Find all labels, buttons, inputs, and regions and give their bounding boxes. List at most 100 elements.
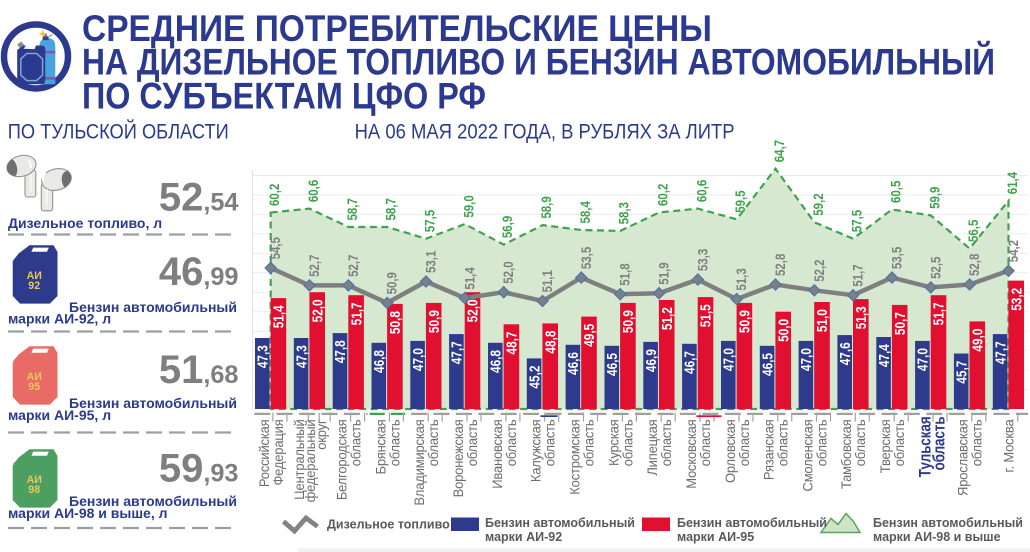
svg-text:47,0: 47,0	[798, 348, 814, 371]
svg-text:51,0: 51,0	[814, 309, 830, 332]
svg-text:60,6: 60,6	[693, 180, 709, 202]
svg-text:52,2: 52,2	[811, 259, 827, 281]
svg-text:область: область	[698, 419, 713, 466]
svg-text:64,7: 64,7	[771, 140, 787, 162]
svg-text:область: область	[930, 417, 948, 471]
svg-text:г. Москва: г. Москва	[1001, 419, 1016, 473]
svg-text:марки АИ-95, л: марки АИ-95, л	[8, 407, 111, 423]
svg-text:53,2: 53,2	[1008, 288, 1024, 311]
svg-text:50,7: 50,7	[892, 312, 908, 335]
svg-text:51,4: 51,4	[461, 266, 477, 289]
svg-text:46,5: 46,5	[759, 353, 775, 376]
svg-text:59,9: 59,9	[926, 187, 942, 209]
svg-text:АИ: АИ	[27, 270, 42, 282]
svg-text:51,1: 51,1	[539, 270, 555, 292]
svg-text:Курская: Курская	[606, 419, 621, 466]
svg-text:47,0: 47,0	[720, 348, 736, 371]
svg-text:54,2: 54,2	[1005, 240, 1021, 262]
svg-text:Ивановская: Ивановская	[490, 419, 505, 488]
svg-text:59,5: 59,5	[732, 190, 748, 212]
svg-text:Бензин автомобильный: Бензин автомобильный	[69, 493, 237, 509]
svg-text:Липецкая: Липецкая	[645, 419, 660, 475]
svg-text:СРЕДНИЕ ПОТРЕБИТЕЛЬСКИЕ ЦЕНЫ: СРЕДНИЕ ПОТРЕБИТЕЛЬСКИЕ ЦЕНЫ	[82, 8, 712, 49]
svg-text:58,7: 58,7	[383, 198, 399, 220]
svg-text:51,9: 51,9	[655, 262, 671, 284]
svg-text:47,0: 47,0	[914, 348, 930, 371]
svg-text:61,4: 61,4	[1004, 171, 1020, 194]
svg-text:46,8: 46,8	[487, 350, 503, 373]
svg-text:Тверская: Тверская	[878, 419, 893, 473]
svg-text:46,7: 46,7	[681, 351, 697, 374]
svg-text:область: область	[504, 419, 519, 466]
svg-text:49,0: 49,0	[969, 329, 985, 352]
svg-text:Бензин автомобильный: Бензин автомобильный	[69, 395, 237, 411]
svg-text:59,2: 59,2	[810, 193, 826, 215]
svg-text:АИ: АИ	[27, 474, 42, 486]
svg-text:50,9: 50,9	[426, 310, 442, 333]
svg-text:51,7: 51,7	[348, 302, 364, 325]
svg-text:51,4: 51,4	[270, 305, 286, 329]
svg-text:58,9: 58,9	[538, 196, 554, 218]
svg-text:область: область	[814, 419, 829, 466]
svg-text:60,6: 60,6	[305, 180, 321, 202]
svg-text:область: область	[465, 419, 480, 466]
svg-text:95: 95	[28, 381, 40, 393]
svg-text:марки АИ-98 и выше: марки АИ-98 и выше	[873, 530, 1001, 544]
svg-text:57,5: 57,5	[848, 210, 864, 232]
svg-text:52,8: 52,8	[966, 254, 982, 276]
svg-text:область: область	[892, 419, 907, 466]
svg-text:52,5: 52,5	[927, 257, 943, 279]
svg-text:ПО СУБЪЕКТАМ ЦФО РФ: ПО СУБЪЕКТАМ ЦФО РФ	[82, 75, 486, 116]
svg-text:52,7: 52,7	[306, 255, 322, 277]
svg-text:Ярославская: Ярославская	[956, 419, 971, 495]
svg-text:46,9: 46,9	[643, 349, 659, 372]
svg-text:Брянская: Брянская	[373, 419, 388, 474]
svg-text:область: область	[659, 419, 674, 466]
svg-text:47,7: 47,7	[992, 341, 1008, 364]
svg-text:53,3: 53,3	[694, 249, 710, 271]
svg-text:АИ: АИ	[27, 371, 42, 383]
svg-text:98: 98	[28, 484, 40, 496]
svg-text:50,9: 50,9	[620, 310, 636, 333]
svg-text:Бензин автомобильный: Бензин автомобильный	[677, 516, 827, 530]
svg-text:Федерация: Федерация	[271, 419, 286, 485]
svg-text:47,6: 47,6	[837, 342, 853, 365]
svg-text:область: область	[348, 419, 363, 466]
svg-text:51,2: 51,2	[659, 307, 675, 330]
svg-text:Московская: Московская	[684, 419, 699, 488]
svg-text:Дизельное топливо: Дизельное топливо	[327, 518, 450, 532]
svg-text:52,0: 52,0	[309, 299, 325, 322]
svg-text:область: область	[853, 419, 868, 466]
svg-text:53,5: 53,5	[578, 247, 594, 269]
svg-text:50,0: 50,0	[775, 319, 791, 342]
svg-text:46,6: 46,6	[565, 352, 581, 375]
svg-text:область: область	[620, 419, 635, 466]
svg-text:марки АИ-95: марки АИ-95	[677, 530, 754, 544]
svg-text:47,7: 47,7	[448, 341, 464, 364]
svg-text:51,3: 51,3	[733, 268, 749, 290]
svg-text:47,8: 47,8	[332, 340, 348, 363]
svg-text:Смоленская: Смоленская	[800, 419, 815, 491]
svg-text:Костромская: Костромская	[567, 419, 582, 494]
svg-text:48,7: 48,7	[503, 332, 519, 355]
svg-text:округ: округ	[314, 419, 329, 450]
svg-text:Владимирская: Владимирская	[412, 419, 427, 505]
svg-text:47,3: 47,3	[254, 345, 270, 368]
svg-text:Тамбовская: Тамбовская	[839, 419, 854, 489]
svg-text:область: область	[970, 419, 985, 466]
svg-text:53,1: 53,1	[422, 251, 438, 273]
svg-text:52,8: 52,8	[772, 254, 788, 276]
svg-text:Орловская: Орловская	[723, 419, 738, 483]
svg-text:49,5: 49,5	[581, 324, 597, 347]
svg-text:92: 92	[28, 280, 40, 292]
svg-text:45,7: 45,7	[953, 361, 969, 384]
svg-text:область: область	[426, 419, 441, 466]
svg-text:Бензин автомобильный: Бензин автомобильный	[873, 516, 1023, 530]
svg-text:47,0: 47,0	[410, 348, 426, 371]
svg-text:60,2: 60,2	[654, 184, 670, 206]
svg-text:Тульская: Тульская	[917, 417, 935, 478]
svg-text:50,8: 50,8	[387, 311, 403, 334]
svg-text:58,3: 58,3	[616, 202, 632, 224]
svg-text:60,2: 60,2	[266, 184, 282, 206]
svg-text:50,9: 50,9	[736, 310, 752, 333]
